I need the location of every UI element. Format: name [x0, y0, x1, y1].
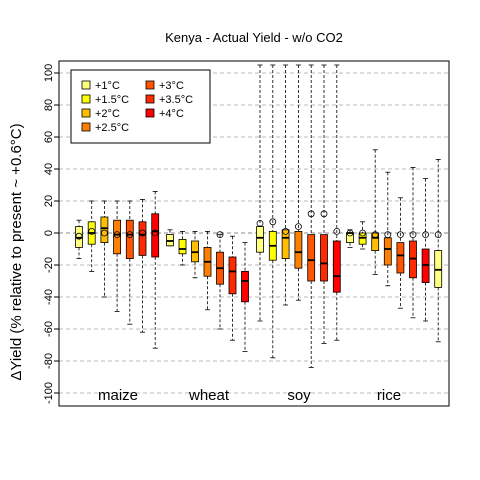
mean-marker [216, 231, 224, 239]
crop-labels: maize wheat soy rice [98, 387, 401, 404]
box-layer [75, 64, 443, 368]
mean-marker [346, 229, 354, 237]
legend-swatch [81, 108, 91, 118]
y-tick-label: -20 [43, 257, 55, 273]
mean-marker [396, 231, 404, 239]
mean-marker [88, 227, 96, 235]
mean-marker [269, 218, 277, 226]
crop-label-soy: soy [287, 387, 311, 404]
mean-marker [333, 227, 341, 235]
mean-marker [256, 219, 264, 227]
y-tick-label: -80 [43, 353, 55, 369]
legend-label: +2.5°C [95, 122, 129, 134]
legend-swatch [81, 80, 91, 90]
legend-box [70, 69, 211, 144]
legend-label: +2°C [95, 108, 120, 120]
box-iqr [125, 219, 134, 259]
box-iqr [151, 213, 160, 258]
y-tick-label: -60 [43, 321, 55, 337]
y-tick-label: 80 [43, 99, 55, 111]
mean-marker [359, 229, 367, 237]
box-iqr [307, 234, 316, 282]
legend-label: +3.5°C [159, 94, 193, 106]
crop-group-maize [75, 190, 160, 349]
legend-swatch [81, 94, 91, 104]
crop-group-rice [346, 149, 443, 343]
legend-swatch [145, 108, 155, 118]
legend-label: +3°C [159, 80, 184, 92]
mean-marker [113, 231, 121, 239]
box-iqr [332, 240, 341, 293]
mean-marker [282, 227, 290, 235]
mean-marker [151, 229, 159, 237]
mean-marker [75, 232, 83, 240]
legend-swatch [145, 80, 155, 90]
crop-group-soy [256, 64, 341, 368]
mean-marker [409, 231, 417, 239]
box-iqr [281, 229, 290, 260]
legend-label: +1°C [95, 80, 120, 92]
y-tick-label: 20 [43, 195, 55, 207]
mean-marker [139, 229, 146, 237]
box-iqr [294, 230, 303, 269]
mean-marker [126, 231, 134, 239]
crop-group-wheat [166, 229, 249, 352]
chart-title: Kenya - Actual Yield - w/o CO2 [165, 30, 343, 45]
box-iqr [138, 221, 147, 256]
mean-marker [307, 210, 315, 218]
box-iqr [178, 238, 187, 255]
box-iqr [371, 232, 380, 252]
y-tick-label: 0 [43, 230, 55, 236]
legend-swatch [81, 122, 91, 132]
crop-label-rice: rice [377, 387, 401, 404]
box-iqr [320, 234, 328, 282]
y-tick-label: -40 [43, 289, 55, 305]
y-tick-label: 40 [43, 163, 55, 175]
y-tick-label: -100 [43, 382, 55, 404]
box-iqr [256, 226, 264, 253]
box-iqr [228, 256, 237, 295]
mean-marker [371, 231, 379, 239]
legend-label: +1.5°C [95, 94, 129, 106]
mean-marker [384, 231, 392, 239]
mean-marker [422, 231, 430, 239]
mean-marker [434, 231, 442, 239]
y-tick-label: 100 [43, 64, 55, 82]
box-iqr [383, 237, 392, 266]
crop-label-maize: maize [98, 387, 138, 404]
y-tick-label: 60 [43, 131, 55, 143]
box-iqr [396, 242, 405, 274]
y-axis-label: ΔYield (% relative to present ~ +0.6°C) [8, 123, 25, 380]
legend-label: +4°C [159, 108, 184, 120]
legend-swatch [145, 94, 155, 104]
mean-marker [320, 210, 328, 218]
box-iqr [113, 219, 121, 255]
box-iqr [241, 270, 249, 303]
mean-marker [101, 229, 108, 237]
plot-frame [58, 60, 450, 407]
mean-marker [294, 223, 302, 231]
crop-label-wheat: wheat [188, 387, 230, 404]
legend: +1°C +1.5°C +2°C +2.5°C +3°C +3.5°C +4°C [70, 69, 211, 144]
